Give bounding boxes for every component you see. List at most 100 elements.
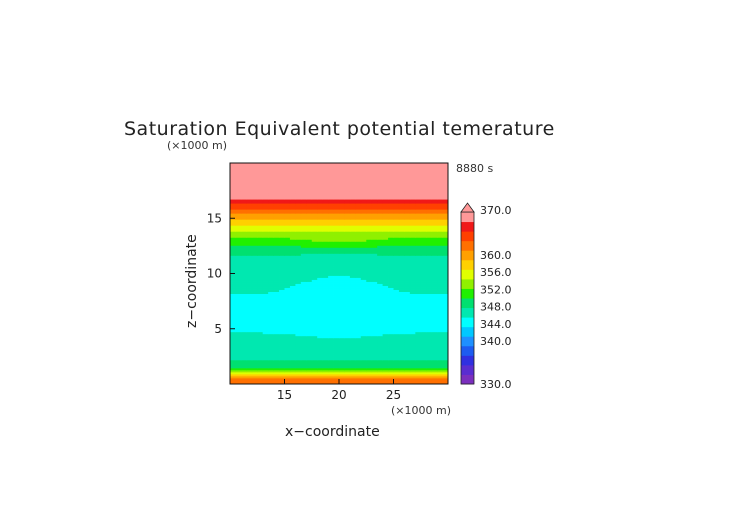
contour-cell bbox=[431, 323, 438, 327]
contour-cell bbox=[349, 267, 356, 270]
contour-cell bbox=[355, 339, 362, 343]
contour-cell bbox=[317, 381, 324, 385]
contour-cell bbox=[426, 345, 433, 349]
contour-cell bbox=[246, 187, 253, 190]
contour-cell bbox=[306, 329, 313, 333]
contour-cell bbox=[333, 349, 340, 353]
contour-cell bbox=[235, 195, 242, 198]
contour-cell bbox=[235, 231, 242, 234]
contour-cell bbox=[344, 301, 351, 305]
contour-cell bbox=[279, 269, 285, 272]
contour-cell bbox=[339, 381, 345, 385]
contour-cell bbox=[404, 237, 411, 240]
contour-cell bbox=[235, 339, 242, 343]
contour-cell bbox=[366, 267, 373, 270]
contour-cell bbox=[420, 193, 427, 196]
contour-cell bbox=[279, 215, 285, 218]
contour-cell bbox=[300, 205, 307, 208]
contour-cell bbox=[388, 371, 394, 375]
contour-cell bbox=[382, 331, 389, 335]
contour-cell bbox=[284, 231, 291, 234]
contour-cell bbox=[322, 343, 329, 347]
contour-cell bbox=[339, 341, 345, 345]
contour-cell bbox=[311, 229, 318, 232]
contour-cell bbox=[360, 191, 367, 194]
contour-cell bbox=[442, 325, 449, 329]
contour-cell bbox=[333, 343, 340, 347]
contour-cell bbox=[317, 235, 324, 238]
contour-cell bbox=[262, 267, 269, 270]
contour-cell bbox=[328, 285, 334, 288]
contour-cell bbox=[377, 359, 383, 363]
contour-cell bbox=[333, 305, 340, 309]
contour-cell bbox=[257, 175, 264, 178]
contour-cell bbox=[409, 219, 416, 222]
contour-cell bbox=[333, 221, 340, 224]
contour-cell bbox=[257, 179, 264, 182]
contour-cell bbox=[366, 255, 373, 258]
contour-cell bbox=[437, 201, 443, 204]
contour-cell bbox=[437, 307, 443, 311]
contour-cell bbox=[230, 309, 236, 313]
contour-cell bbox=[235, 375, 242, 379]
contour-cell bbox=[333, 241, 340, 244]
contour-cell bbox=[333, 297, 340, 301]
contour-cell bbox=[273, 209, 280, 212]
contour-cell bbox=[257, 263, 264, 266]
contour-cell bbox=[306, 185, 313, 188]
contour-cell bbox=[339, 247, 345, 250]
contour-cell bbox=[388, 351, 394, 355]
contour-cell bbox=[398, 287, 405, 290]
contour-cell bbox=[426, 279, 433, 282]
contour-cell bbox=[371, 259, 378, 262]
contour-cell bbox=[273, 307, 280, 311]
contour-cell bbox=[355, 273, 362, 276]
contour-cell bbox=[235, 185, 242, 188]
contour-cell bbox=[339, 345, 345, 349]
contour-cell bbox=[393, 365, 400, 369]
contour-cell bbox=[235, 169, 242, 172]
contour-cell bbox=[349, 277, 356, 280]
contour-cell bbox=[289, 359, 296, 363]
contour-cell bbox=[279, 375, 285, 379]
contour-cell bbox=[426, 239, 433, 242]
contour-cell bbox=[355, 283, 362, 286]
colorbar-extend-arrow bbox=[460, 202, 475, 213]
contour-cell bbox=[355, 267, 362, 270]
contour-cell bbox=[311, 333, 318, 337]
contour-cell bbox=[415, 303, 422, 307]
contour-cell bbox=[251, 319, 258, 323]
contour-cell bbox=[268, 199, 274, 202]
contour-cell bbox=[240, 199, 247, 202]
contour-cell bbox=[235, 233, 242, 236]
contour-cell bbox=[431, 215, 438, 218]
contour-cell bbox=[295, 333, 302, 337]
contour-cell bbox=[328, 283, 334, 286]
contour-cell bbox=[349, 333, 356, 337]
contour-cell bbox=[371, 329, 378, 333]
contour-cell bbox=[230, 209, 236, 212]
contour-cell bbox=[306, 325, 313, 329]
contour-cell bbox=[377, 253, 383, 256]
contour-cell bbox=[371, 325, 378, 329]
contour-cell bbox=[262, 357, 269, 361]
contour-cell bbox=[388, 309, 394, 313]
contour-cell bbox=[409, 379, 416, 383]
contour-cell bbox=[349, 329, 356, 333]
contour-cell bbox=[246, 319, 253, 323]
contour-cell bbox=[328, 369, 334, 373]
contour-cell bbox=[311, 375, 318, 379]
contour-cell bbox=[415, 199, 422, 202]
contour-cell bbox=[420, 187, 427, 190]
contour-cell bbox=[371, 217, 378, 220]
contour-cell bbox=[251, 205, 258, 208]
contour-cell bbox=[328, 287, 334, 290]
contour-cell bbox=[311, 321, 318, 325]
contour-cell bbox=[289, 257, 296, 260]
contour-cell bbox=[322, 329, 329, 333]
contour-cell bbox=[257, 255, 264, 258]
contour-cell bbox=[349, 359, 356, 363]
contour-cell bbox=[257, 289, 264, 292]
contour-cell bbox=[393, 315, 400, 319]
contour-cell bbox=[246, 327, 253, 331]
